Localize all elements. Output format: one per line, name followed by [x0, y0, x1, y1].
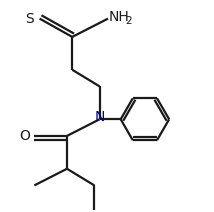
Text: S: S [26, 12, 34, 26]
Text: N: N [94, 110, 105, 124]
Text: 2: 2 [126, 16, 132, 26]
Text: O: O [19, 129, 30, 143]
Text: NH: NH [109, 10, 130, 24]
